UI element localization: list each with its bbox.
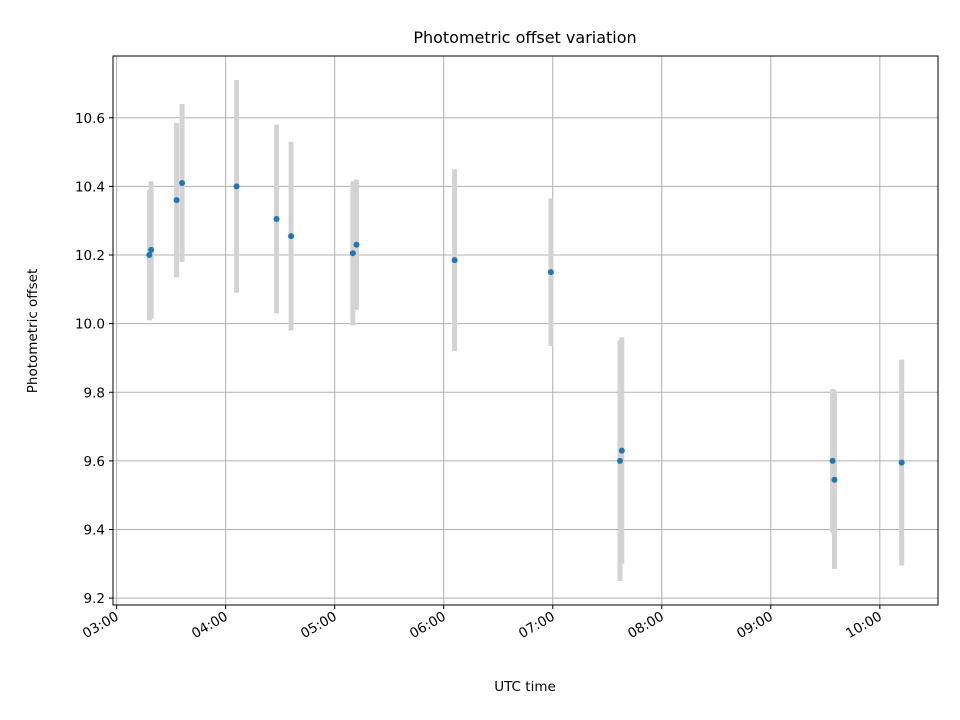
y-tick-label: 9.8 bbox=[84, 385, 105, 401]
y-tick-label: 10.6 bbox=[75, 111, 105, 127]
data-point bbox=[173, 197, 180, 204]
data-point bbox=[353, 241, 360, 248]
data-points bbox=[146, 179, 905, 483]
data-point bbox=[273, 215, 280, 222]
y-axis-label: Photometric offset bbox=[25, 269, 41, 393]
y-tick-label: 10.0 bbox=[75, 317, 105, 333]
data-point bbox=[148, 246, 155, 253]
data-point bbox=[146, 252, 153, 259]
data-point bbox=[233, 183, 240, 190]
data-point bbox=[547, 269, 554, 276]
x-axis-label: UTC time bbox=[494, 679, 556, 695]
y-tick-label: 9.4 bbox=[84, 523, 105, 539]
data-point bbox=[898, 459, 905, 466]
y-tick-label: 9.6 bbox=[84, 454, 105, 470]
data-point bbox=[829, 457, 836, 464]
data-point bbox=[288, 233, 295, 240]
y-tick-label: 10.4 bbox=[75, 179, 105, 195]
y-tick-label: 10.2 bbox=[75, 248, 105, 264]
data-point bbox=[179, 179, 186, 186]
data-point bbox=[451, 257, 458, 264]
chart-title: Photometric offset variation bbox=[413, 28, 636, 47]
data-point bbox=[616, 457, 623, 464]
data-point bbox=[349, 250, 356, 257]
y-tick-label: 9.2 bbox=[84, 591, 105, 607]
y-axis-ticks: 9.2 9.4 9.6 9.8 10.0 10.2 10.4 10.6 bbox=[75, 111, 113, 607]
plot-frame bbox=[112, 55, 939, 606]
data-point bbox=[831, 476, 838, 483]
data-point bbox=[618, 447, 625, 454]
